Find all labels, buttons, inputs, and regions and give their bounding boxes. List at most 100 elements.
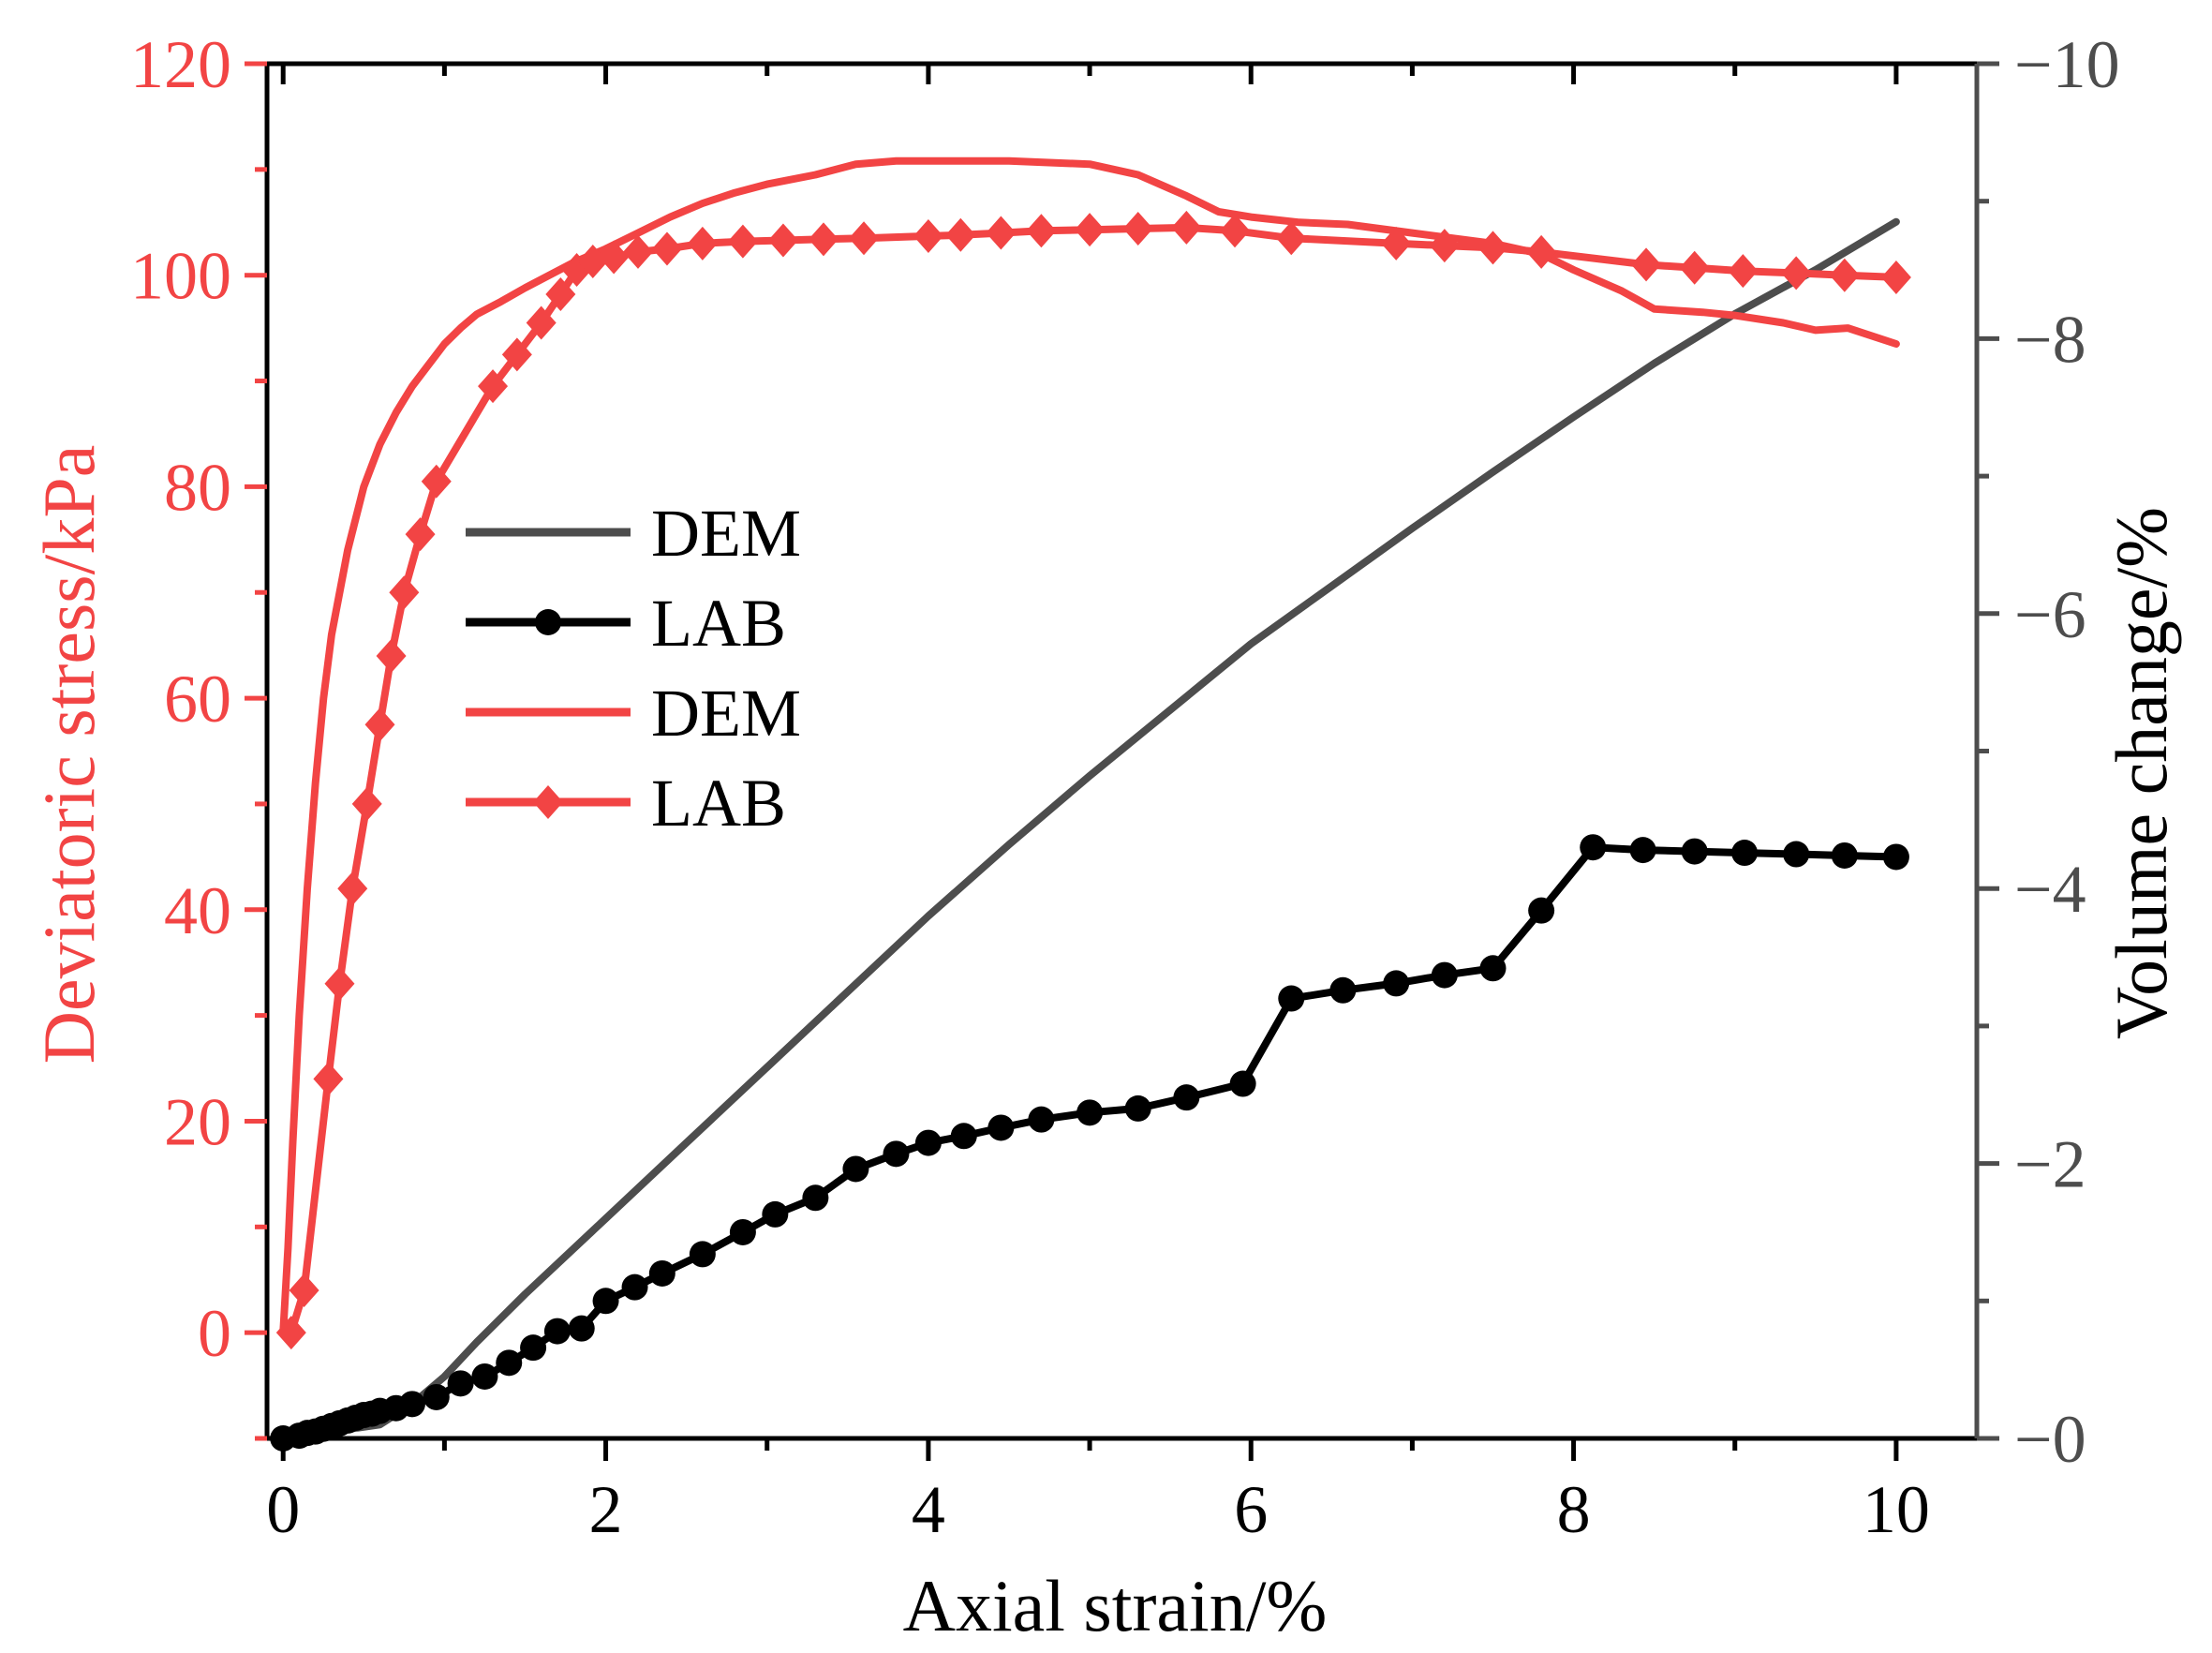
data-point xyxy=(526,305,557,340)
x-axis-title: Axial strain/% xyxy=(903,1565,1328,1646)
data-point xyxy=(405,517,436,552)
data-point xyxy=(648,1259,675,1287)
data-point xyxy=(950,1123,977,1150)
x-tick-label: 8 xyxy=(1557,1472,1591,1547)
data-point xyxy=(1173,1084,1200,1111)
data-point xyxy=(1731,840,1759,867)
left-y-tick-label: 100 xyxy=(130,239,231,314)
data-point xyxy=(496,1349,523,1377)
data-point xyxy=(767,223,798,258)
data-point xyxy=(275,1316,306,1350)
legend-item-4: LAB xyxy=(466,766,786,841)
data-point xyxy=(324,966,355,1001)
legend-marker xyxy=(533,785,563,819)
series-line xyxy=(279,156,1900,1337)
data-point xyxy=(842,1155,869,1183)
data-point xyxy=(599,240,630,275)
left-y-tick-label: 120 xyxy=(130,27,231,102)
series-1-dem-right xyxy=(279,217,1900,1442)
data-point xyxy=(543,1318,571,1345)
left-y-tick-label: 60 xyxy=(164,662,231,737)
data-point xyxy=(1528,897,1555,924)
data-point xyxy=(651,231,682,266)
x-tick-label: 6 xyxy=(1234,1472,1268,1547)
left-y-axis-title: Deviatoric stress/kPa xyxy=(28,445,110,1065)
data-point xyxy=(1631,247,1662,282)
data-point xyxy=(1783,841,1810,868)
data-point xyxy=(1124,1095,1151,1122)
data-point xyxy=(313,1062,344,1096)
data-point xyxy=(577,245,608,279)
right-y-tick-label: −10 xyxy=(2014,27,2120,102)
x-tick-label: 4 xyxy=(912,1472,945,1547)
series-4-lab-left xyxy=(275,210,1911,1350)
legend-item-1: DEM xyxy=(466,496,801,571)
data-point xyxy=(1276,221,1307,256)
data-point xyxy=(914,1129,942,1156)
series-3-dem-left xyxy=(279,156,1900,1337)
data-point xyxy=(986,216,1017,250)
data-point xyxy=(987,1114,1015,1141)
data-point xyxy=(1278,985,1305,1012)
data-point xyxy=(689,1241,716,1268)
data-point xyxy=(808,222,839,257)
data-point xyxy=(1831,841,1858,869)
data-point xyxy=(1829,258,1860,292)
left-y-tick-label: 40 xyxy=(164,873,231,948)
data-point xyxy=(1076,1099,1104,1126)
data-point xyxy=(1075,213,1106,247)
data-point xyxy=(1028,1106,1055,1133)
data-point xyxy=(622,234,653,269)
legend-label: LAB xyxy=(651,586,786,661)
data-point xyxy=(351,786,382,821)
data-point xyxy=(337,871,368,906)
data-point xyxy=(568,1315,595,1342)
x-tick-label: 2 xyxy=(589,1472,623,1547)
plot-area xyxy=(270,156,1911,1452)
left-y-tick-label: 20 xyxy=(164,1084,231,1159)
data-point xyxy=(1122,212,1153,246)
data-point xyxy=(398,1391,425,1418)
legend-marker xyxy=(535,609,561,635)
data-point xyxy=(849,221,880,256)
data-point xyxy=(913,218,943,253)
data-point xyxy=(501,337,532,372)
data-point xyxy=(727,224,758,259)
data-point xyxy=(802,1184,829,1212)
legend-label: DEM xyxy=(651,496,801,571)
data-point xyxy=(1629,837,1656,864)
left-y-tick-label: 80 xyxy=(164,450,231,525)
data-point xyxy=(447,1370,474,1397)
data-point xyxy=(1728,254,1759,289)
data-point xyxy=(1477,231,1508,265)
data-point xyxy=(945,217,976,252)
data-point xyxy=(687,226,718,261)
right-y-tick-label: −4 xyxy=(2014,852,2086,927)
data-point xyxy=(364,707,395,742)
data-point xyxy=(1479,955,1507,982)
data-point xyxy=(1171,210,1202,245)
data-point xyxy=(762,1200,789,1228)
data-point xyxy=(1429,229,1460,263)
data-point xyxy=(883,1140,910,1168)
data-point xyxy=(478,369,509,404)
data-point xyxy=(1329,976,1357,1004)
legend-item-3: DEM xyxy=(466,676,801,751)
data-point xyxy=(289,1273,319,1308)
data-point xyxy=(520,1334,547,1362)
data-point xyxy=(545,277,576,312)
data-point xyxy=(1431,961,1458,989)
data-point xyxy=(1526,234,1557,269)
legend-label: LAB xyxy=(651,766,786,841)
data-point xyxy=(421,464,452,499)
data-point xyxy=(423,1383,450,1410)
left-y-tick-label: 0 xyxy=(198,1296,231,1371)
data-point xyxy=(621,1273,648,1301)
data-point xyxy=(1229,1070,1256,1097)
legend-item-2: LAB xyxy=(466,586,786,661)
right-y-tick-label: −8 xyxy=(2014,302,2086,377)
data-point xyxy=(1381,226,1412,261)
data-point xyxy=(1882,843,1909,871)
